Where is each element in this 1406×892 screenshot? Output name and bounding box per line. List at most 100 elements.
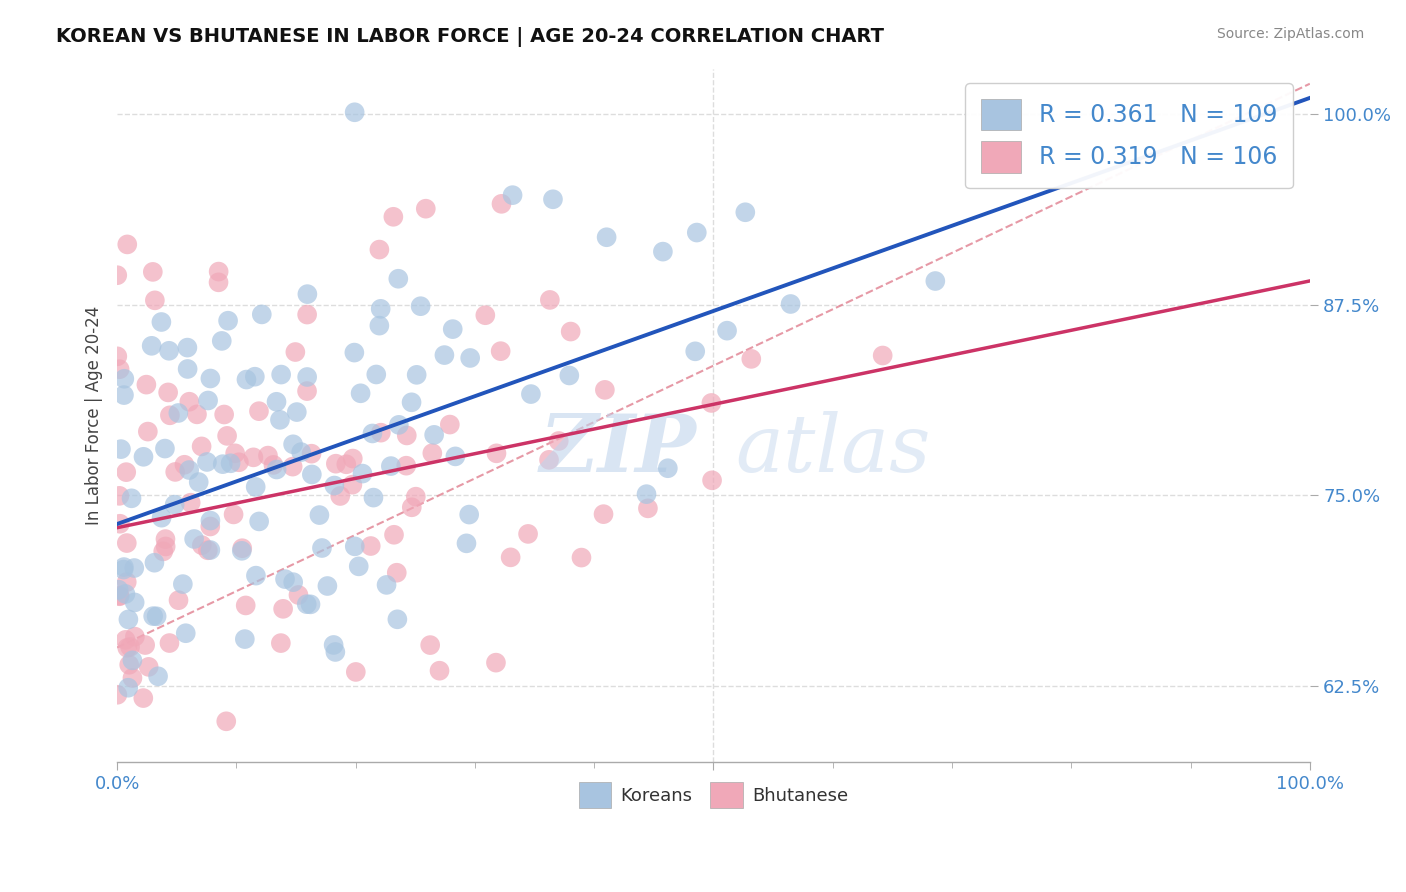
Point xyxy=(924,274,946,288)
Point xyxy=(349,386,371,401)
Point xyxy=(187,475,209,489)
Point xyxy=(165,465,187,479)
Point xyxy=(152,544,174,558)
Point xyxy=(419,638,441,652)
Point xyxy=(142,609,165,624)
Point xyxy=(456,536,478,550)
Point xyxy=(107,768,129,782)
Point xyxy=(197,393,219,408)
Point xyxy=(115,536,138,550)
Point xyxy=(352,467,374,481)
Point xyxy=(176,362,198,376)
Point xyxy=(344,665,367,679)
Point xyxy=(134,638,156,652)
Point xyxy=(124,630,146,644)
Point xyxy=(195,455,218,469)
Point xyxy=(172,577,194,591)
Point xyxy=(593,383,616,397)
Point xyxy=(274,572,297,586)
Point xyxy=(114,632,136,647)
Point xyxy=(547,434,569,448)
Point xyxy=(387,612,409,626)
Point xyxy=(382,528,405,542)
Point xyxy=(366,368,388,382)
Point xyxy=(250,307,273,321)
Point xyxy=(105,688,128,702)
Point xyxy=(499,550,522,565)
Point xyxy=(121,671,143,685)
Point xyxy=(423,428,446,442)
Point xyxy=(295,370,318,384)
Point xyxy=(114,587,136,601)
Point xyxy=(651,244,673,259)
Point xyxy=(538,293,561,307)
Point xyxy=(382,210,405,224)
Point xyxy=(541,192,564,206)
Point xyxy=(420,446,443,460)
Point xyxy=(108,489,131,503)
Point xyxy=(155,532,177,546)
Point xyxy=(343,105,366,120)
Point xyxy=(235,373,257,387)
Point xyxy=(157,343,180,358)
Point xyxy=(489,344,512,359)
Point xyxy=(375,578,398,592)
Point xyxy=(560,325,582,339)
Point xyxy=(207,276,229,290)
Point xyxy=(190,439,212,453)
Point xyxy=(368,243,391,257)
Point xyxy=(245,480,267,494)
Point xyxy=(325,645,347,659)
Point xyxy=(117,640,139,655)
Point xyxy=(387,271,409,285)
Point xyxy=(395,458,418,473)
Point xyxy=(247,404,270,418)
Point xyxy=(335,457,357,471)
Point xyxy=(167,406,190,420)
Point xyxy=(595,230,617,244)
Point xyxy=(115,574,138,589)
Point xyxy=(485,446,508,460)
Point xyxy=(200,543,222,558)
Point xyxy=(211,334,233,348)
Point xyxy=(433,348,456,362)
Point xyxy=(458,508,481,522)
Point xyxy=(159,636,181,650)
Point xyxy=(270,368,292,382)
Point xyxy=(405,368,427,382)
Point xyxy=(145,609,167,624)
Point xyxy=(415,202,437,216)
Point xyxy=(108,516,131,531)
Point xyxy=(121,491,143,506)
Point xyxy=(143,556,166,570)
Point xyxy=(380,459,402,474)
Point xyxy=(117,612,139,626)
Point xyxy=(112,560,135,574)
Point xyxy=(301,467,323,482)
Point xyxy=(141,339,163,353)
Point xyxy=(110,442,132,457)
Point xyxy=(700,473,723,487)
Point xyxy=(257,449,280,463)
Point xyxy=(872,349,894,363)
Point xyxy=(700,396,723,410)
Point xyxy=(409,299,432,313)
Point xyxy=(308,508,330,522)
Point xyxy=(163,498,186,512)
Point xyxy=(686,226,709,240)
Point xyxy=(135,377,157,392)
Point xyxy=(281,459,304,474)
Point xyxy=(295,384,318,398)
Point xyxy=(153,442,176,456)
Point xyxy=(558,368,581,383)
Point xyxy=(491,197,513,211)
Point xyxy=(342,477,364,491)
Point xyxy=(132,450,155,464)
Point xyxy=(290,445,312,459)
Point xyxy=(108,589,131,603)
Point xyxy=(295,597,318,611)
Point xyxy=(226,813,249,827)
Point xyxy=(441,322,464,336)
Point xyxy=(299,598,322,612)
Point xyxy=(233,632,256,646)
